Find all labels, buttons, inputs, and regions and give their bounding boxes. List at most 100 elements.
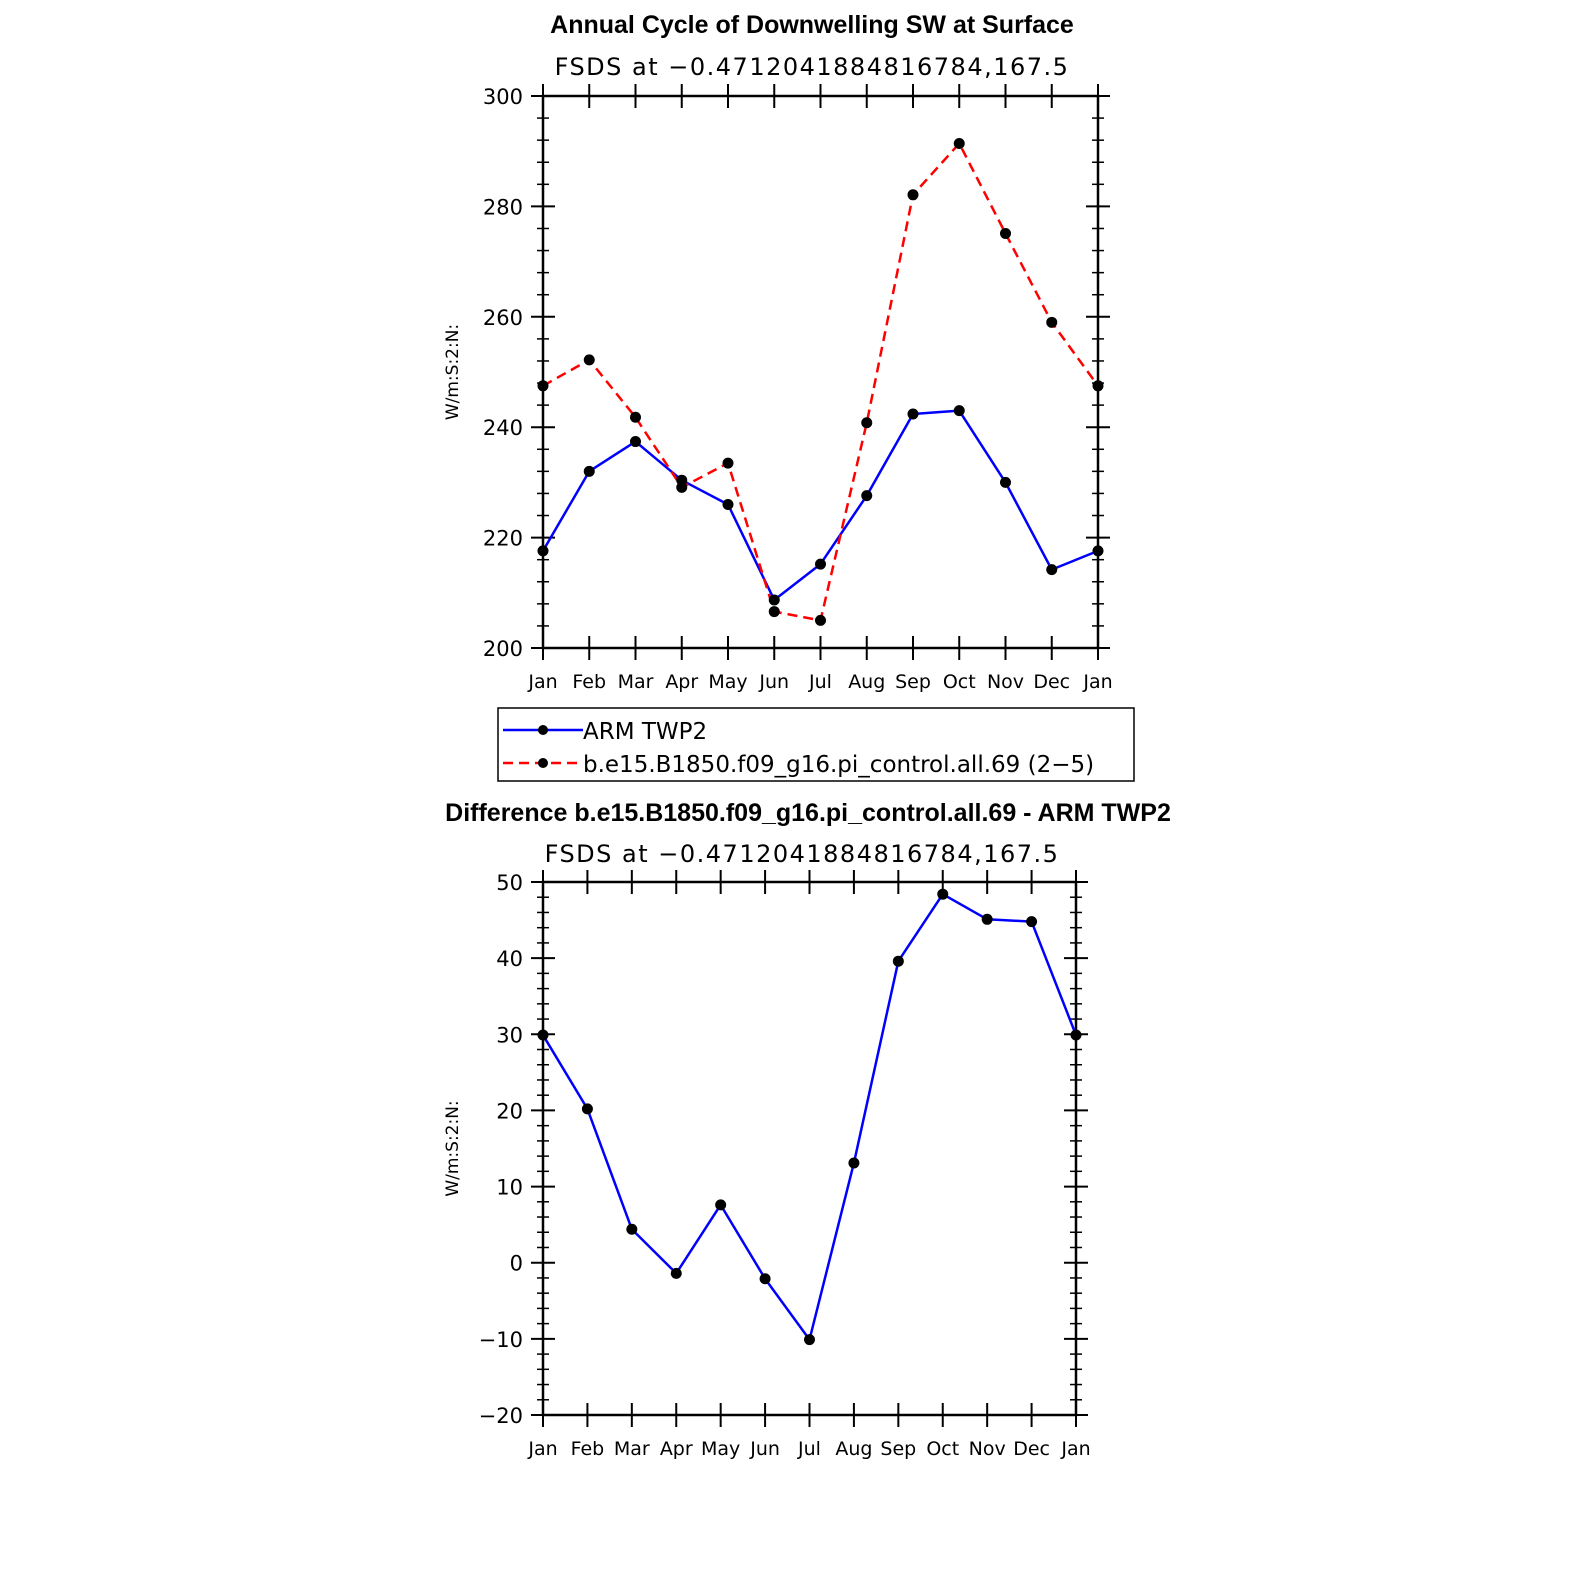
- data-point-s0-10: [981, 913, 993, 925]
- x-tick-label: Jun: [758, 671, 789, 693]
- data-point-s0-0: [537, 1029, 549, 1041]
- y-tick-label: 30: [496, 1023, 523, 1047]
- plot-area: 200 220 240 260 280 300 Jan Feb Mar Apr May Jun Jul A…: [443, 84, 1113, 693]
- data-point-s1-8: [907, 189, 919, 201]
- x-tick-label: Apr: [665, 671, 698, 693]
- data-point-s0-1: [581, 1103, 593, 1115]
- annual-cycle-panel: Annual Cycle of Downwelling SW at Surfac…: [443, 11, 1135, 782]
- y-tick-label: 300: [483, 85, 523, 109]
- data-point-s0-7: [848, 1157, 860, 1169]
- x-tick-label: Apr: [660, 1438, 693, 1460]
- y-tick-label: 20: [496, 1099, 523, 1123]
- plot-area: −20 −10 0 10 20 30 40 50 Jan Feb Mar Apr May Jun Jul Au…: [443, 870, 1091, 1460]
- y-tick-label: 220: [483, 527, 523, 551]
- x-tick-label: Nov: [969, 1438, 1006, 1460]
- y-tick-label: 200: [483, 637, 523, 661]
- x-tick-label: Oct: [926, 1438, 959, 1460]
- x-tick-label: Mar: [614, 1438, 650, 1460]
- data-point-s0-2: [626, 1223, 638, 1235]
- series-line-1: [542, 142, 1100, 622]
- data-point-s0-5: [768, 594, 780, 606]
- y-axis-label: W/m:S:2:N:: [443, 324, 463, 420]
- series-line-0: [541, 892, 1078, 1341]
- y-tick-label: 240: [483, 416, 523, 440]
- chart-title: Annual Cycle of Downwelling SW at Surfac…: [550, 11, 1074, 39]
- x-tick-label: Aug: [835, 1438, 872, 1460]
- data-point-s0-1: [583, 465, 595, 477]
- data-point-s0-6: [815, 558, 826, 570]
- x-tick-label: Sep: [880, 1438, 916, 1460]
- data-point-s0-9: [953, 405, 965, 417]
- x-tick-label: Feb: [572, 671, 606, 693]
- data-point-s0-0: [537, 545, 549, 557]
- data-point-s1-6: [815, 614, 826, 626]
- legend-entry-model: b.e15.B1850.f09_g16.pi_control.all.69 (2…: [503, 752, 1094, 778]
- x-tick-label: Jun: [749, 1438, 780, 1460]
- data-point-s0-8: [907, 408, 919, 420]
- x-tick-label: May: [701, 1438, 740, 1460]
- y-tick-label: 260: [483, 306, 523, 330]
- data-point-s1-4: [722, 457, 734, 469]
- series-line-0: [541, 409, 1099, 602]
- data-point-s1-0: [537, 380, 549, 392]
- y-tick-label: 10: [496, 1176, 523, 1200]
- chart-subtitle: FSDS at −0.4712041884816784,167.5: [555, 53, 1070, 81]
- legend: ARM TWP2 b.e15.B1850.f09_g16.pi_control.…: [497, 707, 1135, 782]
- x-tick-label: May: [708, 671, 747, 693]
- x-tick-label: Aug: [848, 671, 885, 693]
- data-point-s0-4: [715, 1199, 727, 1211]
- x-tick-label: Oct: [943, 671, 976, 693]
- legend-label-model: b.e15.B1850.f09_g16.pi_control.all.69 (2…: [583, 752, 1094, 778]
- chart-subtitle: FSDS at −0.4712041884816784,167.5: [545, 840, 1060, 868]
- data-point-s0-8: [892, 955, 904, 967]
- data-point-s0-6: [804, 1334, 815, 1346]
- legend-entry-arm: ARM TWP2: [503, 719, 707, 745]
- data-point-s1-9: [953, 137, 965, 149]
- x-tick-label: Mar: [618, 671, 654, 693]
- data-point-s0-2: [630, 436, 641, 448]
- x-tick-label: Jul: [808, 671, 832, 693]
- x-tick-label: Jan: [527, 1438, 557, 1460]
- y-tick-label: 0: [510, 1252, 523, 1276]
- legend-label-arm: ARM TWP2: [583, 719, 707, 745]
- data-point-s1-3: [676, 481, 688, 493]
- x-tick-label: Feb: [571, 1438, 605, 1460]
- data-point-s1-7: [861, 417, 873, 429]
- y-tick-label: −10: [479, 1328, 523, 1352]
- data-point-s0-11: [1026, 916, 1038, 928]
- x-tick-label: Jan: [527, 671, 557, 693]
- chart-title: Difference b.e15.B1850.f09_g16.pi_contro…: [445, 799, 1171, 827]
- y-tick-label: 40: [496, 947, 523, 971]
- data-point-s0-3: [670, 1267, 682, 1279]
- data-point-s0-9: [937, 888, 949, 900]
- x-tick-label: Jan: [1060, 1438, 1090, 1460]
- y-tick-label: 280: [483, 195, 523, 219]
- data-point-s0-4: [722, 498, 734, 510]
- data-point-s1-10: [1000, 227, 1011, 239]
- y-tick-label: −20: [479, 1404, 523, 1428]
- x-tick-label: Jan: [1082, 671, 1112, 693]
- data-point-s1-1: [583, 354, 595, 366]
- data-point-s1-11: [1046, 316, 1058, 328]
- data-point-s0-10: [1000, 476, 1011, 488]
- data-point-s1-12: [1092, 380, 1104, 392]
- data-point-s0-11: [1046, 564, 1058, 576]
- data-point-s1-5: [768, 606, 780, 618]
- data-point-s1-2: [630, 411, 641, 423]
- data-point-s0-12: [1070, 1029, 1082, 1041]
- y-axis-label: W/m:S:2:N:: [443, 1100, 463, 1196]
- x-tick-label: Sep: [895, 671, 931, 693]
- legend-box: [497, 707, 1135, 782]
- x-tick-label: Dec: [1033, 671, 1070, 693]
- x-tick-label: Nov: [987, 671, 1024, 693]
- x-tick-label: Dec: [1013, 1438, 1050, 1460]
- data-point-s0-7: [861, 490, 873, 502]
- legend-marker-model: [538, 758, 548, 768]
- data-point-s0-12: [1092, 545, 1104, 557]
- y-tick-label: 50: [496, 871, 523, 895]
- legend-marker-arm: [538, 725, 548, 735]
- difference-panel: Difference b.e15.B1850.f09_g16.pi_contro…: [443, 799, 1171, 1460]
- data-point-s0-5: [759, 1273, 771, 1285]
- x-tick-label: Jul: [797, 1438, 821, 1460]
